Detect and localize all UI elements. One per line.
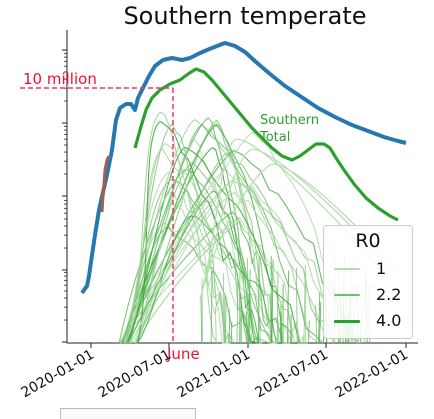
legend-label-3: 4.0 — [376, 311, 401, 330]
legend-title: R0 — [324, 230, 412, 252]
legend-entry-2: 2.2 — [334, 285, 410, 305]
regional-noise-line — [211, 271, 212, 344]
legend-entry-3: 4.0 — [334, 311, 410, 331]
x-tick-label-4: 2021-07-01 — [253, 347, 331, 402]
scrollbar-stub — [60, 408, 196, 419]
legend: R0 1 2.2 4.0 — [323, 225, 413, 339]
regional-noise-line — [291, 314, 292, 343]
regional-noise-line — [223, 273, 224, 343]
legend-label-1: 1 — [376, 259, 386, 278]
total-label-line2: Total — [259, 130, 290, 145]
legend-swatch-3 — [334, 320, 360, 323]
regional-curve — [129, 125, 292, 343]
x-tick-label-2: 2020-07-01 — [96, 347, 174, 402]
regional-noise-line — [248, 258, 249, 343]
total-label-line1: Southern — [260, 113, 319, 128]
legend-label-2: 2.2 — [376, 285, 401, 304]
legend-entry-1: 1 — [334, 259, 410, 279]
regional-noise-line — [216, 307, 217, 343]
regional-noise-line — [277, 271, 278, 343]
regional-noise-line — [201, 295, 202, 343]
threshold-label: 10 million — [23, 70, 97, 88]
x-tick-labels: 2020-01-01 2020-07-01 2021-01-01 2021-07… — [19, 347, 411, 402]
chart-title: Southern temperate — [123, 2, 366, 30]
x-tick-label-5: 2022-01-01 — [333, 347, 411, 402]
legend-swatch-1 — [334, 268, 360, 270]
legend-swatch-2 — [334, 294, 360, 296]
regional-noise-line — [316, 306, 317, 343]
regional-noise-line — [278, 320, 279, 343]
regional-noise-line — [308, 321, 309, 343]
regional-noise-line — [229, 309, 230, 343]
x-tick-label-1: 2020-01-01 — [19, 347, 97, 402]
regional-noise-line — [225, 297, 226, 343]
